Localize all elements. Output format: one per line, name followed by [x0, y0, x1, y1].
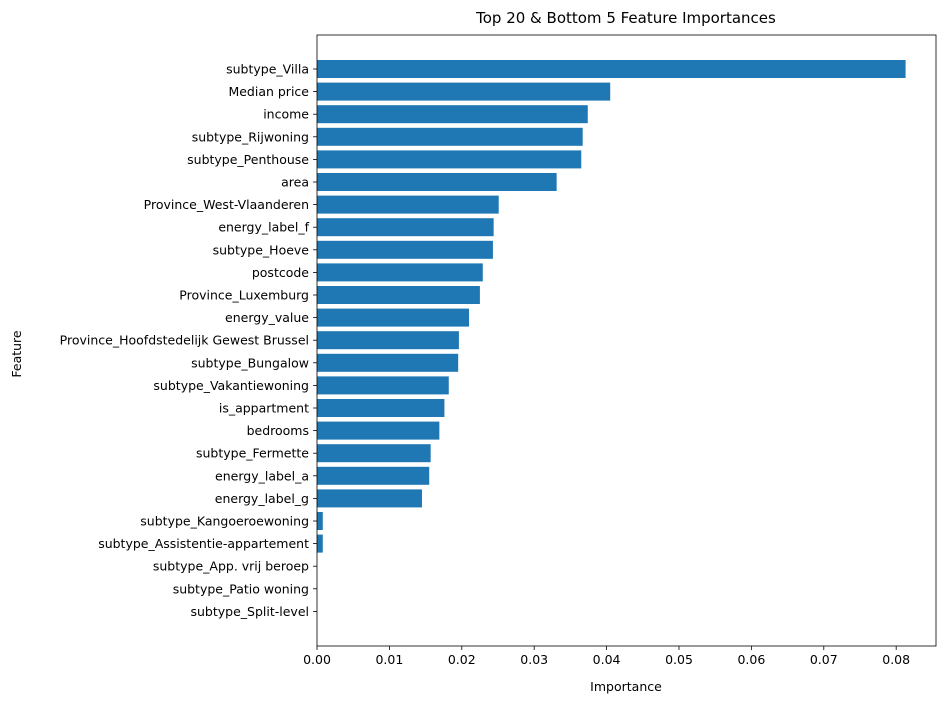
- bars-group: [317, 60, 906, 553]
- y-tick-label: Province_Luxemburg: [179, 288, 309, 303]
- bar-9: [317, 263, 483, 282]
- y-tick-label: subtype_Bungalow: [191, 355, 309, 370]
- y-tick-label: subtype_Hoeve: [213, 242, 310, 257]
- bar-12: [317, 331, 459, 350]
- y-tick-label: energy_label_a: [215, 468, 309, 483]
- x-tick-label: 0.03: [520, 652, 548, 667]
- x-tick-label: 0.02: [448, 652, 476, 667]
- bar-11: [317, 308, 470, 327]
- bar-8: [317, 240, 493, 259]
- x-axis-ticks: 0.00 0.01 0.02 0.03 0.04 0.05 0.06 0.07 0.08: [303, 646, 910, 667]
- bar-21: [317, 534, 323, 553]
- y-tick-label: Province_West-Vlaanderen: [144, 197, 309, 212]
- plot-area-frame: [316, 34, 937, 647]
- y-tick-label: subtype_Assistentie-appartement: [98, 536, 309, 551]
- bar-7: [317, 218, 494, 237]
- y-tick-label: subtype_Villa: [226, 62, 309, 77]
- y-tick-label: Province_Hoofdstedelijk Gewest Brussel: [60, 333, 309, 348]
- bar-18: [317, 466, 430, 485]
- bar-6: [317, 195, 499, 214]
- bar-2: [317, 105, 588, 124]
- y-tick-label: subtype_App. vrij beroep: [153, 559, 309, 574]
- y-tick-label: bedrooms: [247, 423, 309, 438]
- bar-16: [317, 421, 440, 440]
- bar-0: [317, 60, 906, 78]
- y-tick-label: subtype_Penthouse: [187, 152, 309, 167]
- y-tick-label: energy_label_g: [215, 491, 309, 506]
- bar-19: [317, 489, 422, 508]
- bar-1: [317, 82, 611, 101]
- y-tick-label: is_appartment: [219, 401, 309, 416]
- bar-15: [317, 399, 445, 417]
- y-axis-title: Feature: [9, 330, 24, 378]
- bar-17: [317, 444, 431, 463]
- y-axis-ticks: subtype_Villa Median price income subtype_R…: [60, 62, 317, 619]
- y-tick-label: Median price: [228, 84, 309, 99]
- bar-5: [317, 173, 557, 191]
- y-tick-label: subtype_Patio woning: [173, 581, 309, 596]
- y-tick-label: subtype_Fermette: [196, 446, 309, 461]
- bar-4: [317, 150, 582, 169]
- y-tick-label: subtype_Vakantiewoning: [153, 378, 309, 393]
- x-axis-title: Importance: [590, 679, 662, 694]
- y-tick-label: subtype_Kangoeroewoning: [140, 514, 309, 529]
- x-tick-label: 0.05: [665, 652, 693, 667]
- chart-title: Top 20 & Bottom 5 Feature Importances: [475, 9, 776, 27]
- x-tick-label: 0.01: [375, 652, 403, 667]
- x-tick-label: 0.08: [882, 652, 910, 667]
- bar-13: [317, 353, 459, 372]
- bar-3: [317, 127, 583, 146]
- y-tick-label: energy_label_f: [218, 220, 309, 235]
- y-tick-label: postcode: [252, 265, 309, 280]
- y-tick-label: energy_value: [225, 310, 309, 325]
- y-tick-label: area: [281, 175, 309, 190]
- bar-20: [317, 512, 323, 530]
- y-tick-label: income: [263, 107, 309, 122]
- x-tick-label: 0.06: [737, 652, 765, 667]
- x-tick-label: 0.00: [303, 652, 331, 667]
- y-tick-label: subtype_Rijwoning: [192, 129, 309, 144]
- x-tick-label: 0.07: [810, 652, 838, 667]
- x-tick-label: 0.04: [593, 652, 621, 667]
- y-tick-label: subtype_Split-level: [191, 604, 310, 619]
- bar-10: [317, 286, 480, 304]
- bar-14: [317, 376, 449, 395]
